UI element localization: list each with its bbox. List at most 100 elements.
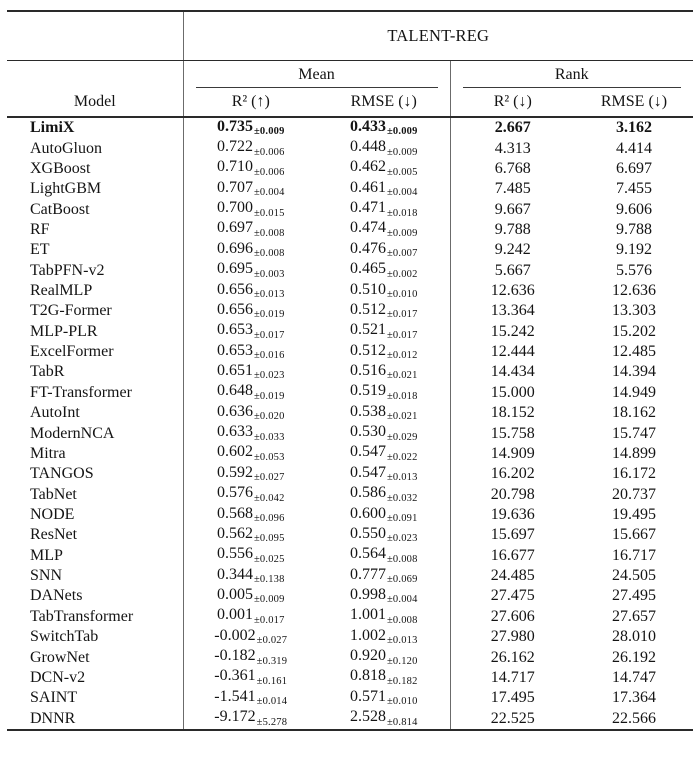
- metric-value: 0.695: [216, 260, 253, 278]
- rank-r2-value: 12.444: [449, 341, 575, 363]
- model-name: DNNR: [7, 708, 184, 730]
- metric-value: 0.433: [349, 117, 386, 135]
- model-name: AutoInt: [7, 403, 184, 424]
- mean-r2-value: 0.696±0.008: [183, 240, 318, 260]
- metric-value: 0.519: [349, 382, 386, 400]
- table-row: LightGBM 0.707±0.004 0.461±0.004 7.485 7.455: [7, 179, 693, 200]
- mean-r2-value: 0.001±0.017: [183, 607, 318, 627]
- column-header-model: Model: [7, 88, 184, 118]
- metric-value: 0.571: [349, 687, 386, 705]
- rank-r2-value: 15.697: [449, 525, 575, 546]
- rank-rmse-value: 15.202: [575, 322, 693, 342]
- metric-value: 15.202: [612, 322, 656, 340]
- mean-rmse-value: 0.462±0.005: [318, 159, 450, 179]
- std-dev: ±0.032: [386, 492, 418, 504]
- table-row: NODE 0.568±0.096 0.600±0.091 19.636 19.495: [7, 504, 693, 526]
- metric-value: 0.653: [216, 341, 253, 359]
- table-row: MLP-PLR 0.653±0.017 0.521±0.017 15.242 15.20…: [7, 321, 693, 342]
- std-dev: ±0.002: [386, 268, 418, 280]
- rank-rmse-value: 26.192: [575, 647, 693, 667]
- table-row: AutoInt 0.636±0.020 0.538±0.021 18.152 18.16…: [7, 402, 693, 424]
- rank-r2-value: 15.758: [449, 423, 575, 444]
- metric-value: 9.192: [616, 241, 652, 259]
- mean-rmse-value: 1.001±0.008: [318, 607, 450, 627]
- table-row: CatBoost 0.700±0.015 0.471±0.018 9.667 9.606: [7, 199, 693, 220]
- paper-page: TALENT-REG Mean Rank Model R² (↑) RMSE (…: [0, 10, 700, 758]
- std-dev: ±0.017: [253, 329, 285, 341]
- rank-r2-value: 19.636: [449, 504, 575, 526]
- mean-r2-value: 0.005±0.009: [183, 586, 318, 606]
- metric-value: 16.202: [490, 465, 535, 483]
- rank-rmse-value: 15.747: [575, 423, 693, 443]
- column-group-rank-cell: Rank: [449, 60, 693, 88]
- std-dev: ±0.006: [253, 146, 285, 158]
- metric-value: 16.717: [612, 546, 656, 564]
- std-dev: ±0.013: [253, 289, 285, 301]
- model-name: NODE: [7, 504, 184, 526]
- model-label: MLP: [30, 546, 63, 564]
- metric-value: -1.541: [214, 687, 256, 705]
- table-row: RF 0.697±0.008 0.474±0.009 9.788 9.788: [7, 219, 693, 241]
- table-row: Mitra 0.602±0.053 0.547±0.022 14.909 14.899: [7, 443, 693, 465]
- metric-value: 13.303: [612, 302, 656, 320]
- std-dev: ±0.021: [386, 370, 418, 382]
- metric-value: 0.512: [349, 341, 386, 359]
- model-label: ResNet: [30, 526, 78, 544]
- metric-value: 14.394: [612, 363, 656, 381]
- metric-value: 0.471: [349, 199, 386, 217]
- table-row: TANGOS 0.592±0.027 0.547±0.013 16.202 16.172: [7, 464, 693, 485]
- rank-rmse-value: 19.495: [575, 505, 693, 525]
- metric-value: 2.528: [349, 708, 386, 726]
- metric-value: 0.448: [349, 138, 386, 156]
- rank-rmse-value: 13.303: [575, 301, 693, 321]
- table-row: XGBoost 0.710±0.006 0.462±0.005 6.768 6.697: [7, 158, 693, 180]
- std-dev: ±0.013: [386, 635, 418, 647]
- std-dev: ±0.010: [386, 696, 418, 708]
- column-header-mean-r2: R² (↑): [183, 88, 318, 118]
- rank-r2-value: 9.788: [449, 219, 575, 241]
- metric-value: 15.747: [612, 424, 656, 442]
- metric-value: 13.364: [490, 302, 535, 320]
- model-label: ModernNCA: [30, 424, 115, 442]
- mean-r2-value: 0.710±0.006: [183, 159, 318, 179]
- table-row: LimiX 0.735±0.009 0.433±0.009 2.667 3.162: [7, 117, 693, 139]
- model-label: MLP-PLR: [30, 322, 98, 340]
- metric-value: 15.667: [612, 526, 656, 544]
- metric-value: 26.192: [612, 648, 656, 666]
- table-row: SwitchTab -0.002±0.027 1.002±0.013 27.980 28…: [7, 626, 693, 648]
- mean-r2-value: 0.735±0.009: [183, 117, 318, 138]
- empty-cell: [7, 60, 184, 88]
- std-dev: ±0.091: [386, 513, 418, 524]
- model-name: TabTransformer: [7, 606, 184, 627]
- metric-value: 22.525: [490, 709, 535, 727]
- mean-r2-value: 0.592±0.027: [183, 464, 318, 484]
- model-name: TabPFN-v2: [7, 260, 184, 281]
- metric-value: 6.768: [494, 159, 531, 177]
- metric-value: 0.777: [349, 565, 386, 583]
- metric-value: 17.495: [490, 689, 535, 707]
- std-dev: ±0.096: [253, 513, 285, 524]
- empty-corner-cell: [7, 11, 184, 61]
- table-row: RealMLP 0.656±0.013 0.510±0.010 12.636 12.63…: [7, 280, 693, 302]
- rank-r2-value: 4.313: [449, 138, 575, 159]
- model-name: LightGBM: [7, 179, 184, 200]
- table-row: ModernNCA 0.633±0.033 0.530±0.029 15.758 15.…: [7, 423, 693, 444]
- table-row: GrowNet -0.182±0.319 0.920±0.120 26.162 26.1…: [7, 647, 693, 668]
- model-name: SAINT: [7, 688, 184, 709]
- metric-value: 0.656: [216, 280, 253, 298]
- model-name: DCN-v2: [7, 667, 184, 689]
- metric-value: 0.516: [349, 361, 386, 379]
- group-header-row: TALENT-REG: [7, 11, 693, 61]
- metric-value: 0.636: [216, 402, 253, 420]
- rank-r2-value: 26.162: [449, 647, 575, 668]
- mean-rmse-value: 0.530±0.029: [318, 423, 450, 443]
- metric-value: 0.920: [349, 647, 386, 665]
- mean-rmse-value: 2.528±0.814: [318, 708, 450, 729]
- mean-rmse-value: 0.512±0.012: [318, 342, 450, 362]
- std-dev: ±0.025: [253, 553, 285, 565]
- std-dev: ±0.016: [253, 350, 285, 362]
- rank-r2-value: 18.152: [449, 403, 575, 424]
- std-dev: ±0.014: [256, 696, 288, 708]
- mean-rmse-value: 0.476±0.007: [318, 240, 450, 260]
- mean-r2-value: -1.541±0.014: [183, 688, 318, 708]
